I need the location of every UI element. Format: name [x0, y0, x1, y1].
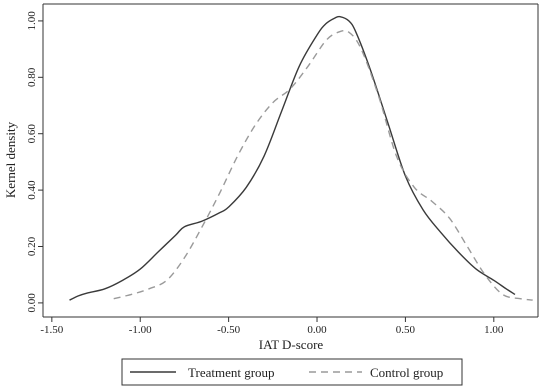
plot-frame [42, 3, 539, 318]
y-tick-label: 0.60 [26, 124, 38, 144]
series-lines [69, 15, 533, 301]
x-tick-label: -0.50 [217, 324, 240, 336]
x-tick-label: 0.50 [396, 324, 416, 336]
y-tick-label: 0.00 [26, 293, 38, 313]
y-tick-label: 0.40 [26, 180, 38, 200]
legend-box [121, 358, 463, 386]
x-axis-label: IAT D-score [259, 337, 324, 352]
legend: Treatment group Control group [121, 358, 463, 386]
y-tick-label: 0.20 [26, 236, 38, 256]
treatment-density-line [69, 15, 516, 301]
y-tick-label: 1.00 [26, 11, 38, 31]
x-axis-ticks: -1.50 -1.00 -0.50 0.00 0.50 1.00 [40, 317, 504, 336]
legend-label-control: Control group [370, 365, 443, 380]
control-density-line [113, 29, 533, 301]
x-tick-label: 0.00 [307, 324, 327, 336]
x-tick-label: 1.00 [484, 324, 504, 336]
x-tick-label: -1.00 [129, 324, 152, 336]
y-axis-ticks: 0.00 0.20 0.40 0.60 0.80 1.00 [26, 11, 43, 313]
legend-label-treatment: Treatment group [188, 365, 275, 380]
x-tick-label: -1.50 [40, 324, 63, 336]
y-axis-label: Kernel density [3, 121, 18, 198]
y-tick-label: 0.80 [26, 67, 38, 87]
